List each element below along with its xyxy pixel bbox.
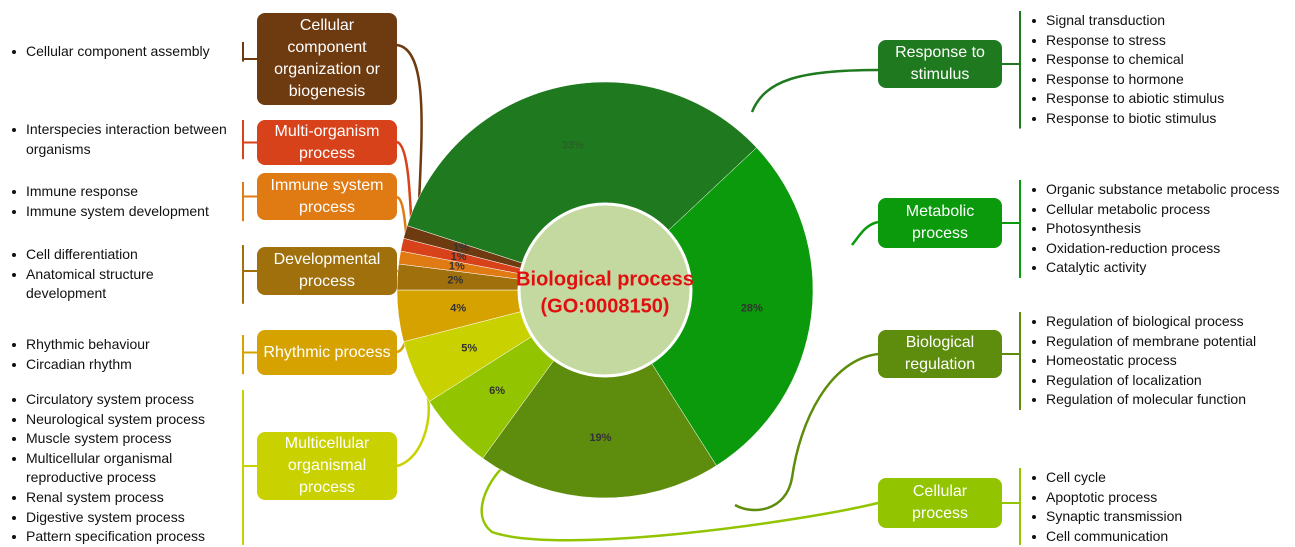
term-list: Immune response Immune system development — [10, 182, 232, 221]
category-box: Multi-organism process — [257, 120, 397, 165]
term: Signal transduction — [1030, 11, 1292, 31]
connector — [734, 352, 879, 512]
category-box: Cellular process — [878, 478, 1002, 528]
term: Digestive system process — [10, 508, 232, 528]
term: Rhythmic behaviour — [10, 335, 232, 355]
term: Homeostatic process — [1030, 351, 1292, 371]
term: Apoptotic process — [1030, 488, 1292, 508]
term-list: Cell cycle Apoptotic process Synaptic tran… — [1030, 468, 1292, 546]
slice-label: 6% — [489, 385, 505, 397]
term: Organic substance metabolic process — [1030, 180, 1292, 200]
center-title: Biological process — [516, 268, 694, 290]
slice-label: 1% — [453, 242, 469, 254]
term-list: Organic substance metabolic process Cellu… — [1030, 180, 1292, 278]
slice-label: 33% — [562, 139, 584, 151]
category-box: Developmental process — [257, 247, 397, 295]
term: Regulation of membrane potential — [1030, 332, 1292, 352]
slice-label: 1% — [451, 251, 467, 263]
category-box: Rhythmic process — [257, 330, 397, 375]
term: Immune response — [10, 182, 232, 202]
term-list: Rhythmic behaviour Circadian rhythm — [10, 335, 232, 374]
slice-label: 1% — [449, 260, 465, 272]
term-list: Cellular component assembly — [10, 42, 232, 62]
slice-label: 5% — [461, 343, 477, 355]
term: Multicellular organismal reproductive pr… — [10, 449, 232, 488]
term: Catalytic activity — [1030, 258, 1292, 278]
term: Renal system process — [10, 488, 232, 508]
term: Response to hormone — [1030, 70, 1292, 90]
term: Response to abiotic stimulus — [1030, 89, 1292, 109]
term: Cell communication — [1030, 527, 1292, 547]
term: Cellular metabolic process — [1030, 200, 1292, 220]
connector — [480, 467, 879, 542]
term-list: Cell differentiation Anatomical structure… — [10, 245, 232, 304]
connector — [750, 68, 879, 113]
term: Response to biotic stimulus — [1030, 109, 1292, 129]
term: Cell cycle — [1030, 468, 1292, 488]
term: Regulation of localization — [1030, 371, 1292, 391]
term-list: Signal transduction Response to stress Res… — [1030, 11, 1292, 129]
slice-label: 28% — [741, 302, 763, 314]
term: Regulation of biological process — [1030, 312, 1292, 332]
term: Oxidation-reduction process — [1030, 239, 1292, 259]
term: Response to stress — [1030, 31, 1292, 51]
center-subtitle: (GO:0008150) — [541, 295, 670, 317]
slice-label: 4% — [450, 302, 466, 314]
category-box: Biological regulation — [878, 330, 1002, 378]
term-list: Circulatory system process Neurological s… — [10, 390, 232, 547]
connector — [396, 397, 430, 468]
slice-label: 2% — [447, 274, 463, 286]
term: Pattern specification process — [10, 527, 232, 547]
term-list: Interspecies interaction between organis… — [10, 120, 232, 159]
term: Regulation of molecular function — [1030, 390, 1292, 410]
term: Photosynthesis — [1030, 219, 1292, 239]
slice-label: 19% — [589, 432, 611, 444]
brackets — [242, 11, 1021, 545]
term: Interspecies interaction between organis… — [10, 120, 232, 159]
connector — [851, 220, 879, 246]
term: Muscle system process — [10, 429, 232, 449]
category-box: Metabolic process — [878, 198, 1002, 248]
category-box: Cellular component organization or bioge… — [257, 13, 397, 105]
category-box: Response to stimulus — [878, 40, 1002, 88]
term: Cellular component assembly — [10, 42, 232, 62]
term: Circulatory system process — [10, 390, 232, 410]
category-box: Multicellular organismal process — [257, 432, 397, 500]
term-list: Regulation of biological process Regulati… — [1030, 312, 1292, 410]
term: Neurological system process — [10, 410, 232, 430]
category-box: Immune system process — [257, 173, 397, 220]
term: Synaptic transmission — [1030, 507, 1292, 527]
term: Anatomical structure development — [10, 265, 232, 304]
center-circle — [517, 202, 693, 378]
term: Circadian rhythm — [10, 355, 232, 375]
term: Response to chemical — [1030, 50, 1292, 70]
term: Cell differentiation — [10, 245, 232, 265]
term: Immune system development — [10, 202, 232, 222]
